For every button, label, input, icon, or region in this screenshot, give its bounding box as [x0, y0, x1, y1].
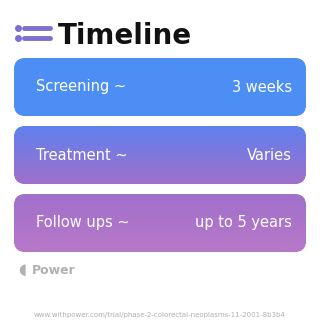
Text: Screening ~: Screening ~ — [36, 79, 126, 95]
Text: Treatment ~: Treatment ~ — [36, 147, 128, 163]
Text: Follow ups ~: Follow ups ~ — [36, 215, 130, 231]
FancyBboxPatch shape — [14, 126, 306, 184]
Text: www.withpower.com/trial/phase-2-colorectal-neoplasms-11-2001-8b3b4: www.withpower.com/trial/phase-2-colorect… — [34, 312, 286, 318]
Text: up to 5 years: up to 5 years — [195, 215, 292, 231]
FancyBboxPatch shape — [14, 58, 306, 116]
Text: ◖: ◖ — [18, 263, 26, 278]
FancyBboxPatch shape — [14, 194, 306, 252]
Text: Timeline: Timeline — [58, 22, 192, 50]
Text: Power: Power — [32, 264, 76, 277]
Text: Varies: Varies — [247, 147, 292, 163]
Text: 3 weeks: 3 weeks — [232, 79, 292, 95]
